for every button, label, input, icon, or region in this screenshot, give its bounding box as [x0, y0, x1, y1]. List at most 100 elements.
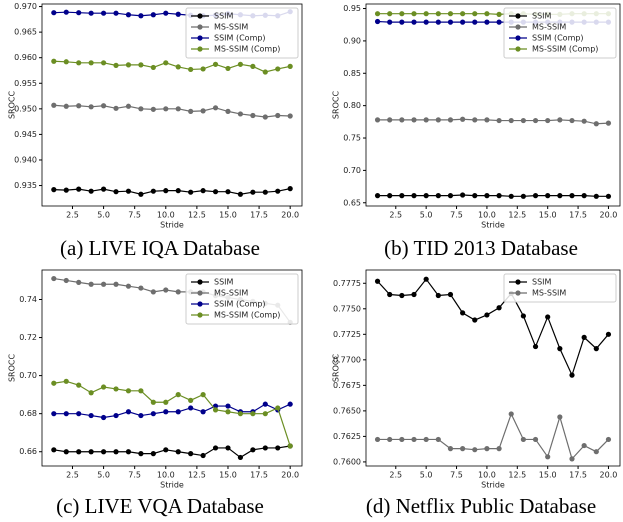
- point: [287, 63, 293, 69]
- point: [150, 289, 156, 295]
- point: [411, 291, 417, 298]
- point: [150, 188, 156, 194]
- x-tick-label: 5.0: [97, 471, 110, 480]
- point: [63, 449, 69, 455]
- point: [76, 279, 82, 285]
- point: [484, 312, 490, 318]
- y-tick-label: 0.7650: [333, 406, 361, 415]
- point: [387, 291, 393, 298]
- point: [532, 193, 539, 199]
- point: [532, 117, 539, 124]
- y-tick-label: 0.950: [14, 104, 37, 113]
- x-tick-label: 7.5: [128, 211, 141, 220]
- point: [472, 317, 478, 323]
- point: [76, 103, 82, 109]
- point: [138, 388, 144, 394]
- point: [113, 189, 119, 195]
- point: [113, 62, 119, 68]
- point: [150, 64, 156, 71]
- point: [460, 446, 466, 452]
- point: [399, 193, 405, 199]
- point: [275, 188, 281, 194]
- point: [76, 10, 82, 16]
- point: [113, 412, 119, 419]
- point: [423, 19, 429, 25]
- point: [200, 66, 206, 72]
- legend-marker: [197, 13, 203, 19]
- point: [163, 447, 169, 453]
- point: [387, 19, 393, 25]
- point: [138, 191, 144, 197]
- x-tick-label: 2.5: [66, 471, 79, 480]
- point: [411, 19, 417, 25]
- point: [508, 193, 514, 199]
- legend-box: [503, 273, 617, 303]
- x-tick-label: 20.0: [281, 471, 299, 480]
- legend-marker: [197, 290, 203, 296]
- plot-frame: [41, 3, 303, 207]
- point: [63, 9, 69, 15]
- point: [557, 117, 563, 123]
- point: [237, 111, 244, 117]
- point: [88, 412, 94, 419]
- point: [399, 436, 405, 443]
- point: [150, 106, 156, 112]
- legend-marker: [515, 290, 521, 296]
- point: [262, 411, 268, 417]
- point: [125, 103, 132, 109]
- point: [520, 436, 526, 443]
- point: [545, 314, 551, 320]
- point: [423, 11, 429, 17]
- point: [188, 189, 194, 195]
- y-tick-label: 0.7750: [333, 304, 361, 313]
- x-tick-label: 7.5: [450, 211, 463, 220]
- y-axis-label: SROCC: [332, 91, 341, 120]
- legend-label: SSIM: [532, 278, 552, 287]
- point: [447, 446, 454, 452]
- point: [435, 292, 441, 299]
- point: [138, 106, 144, 112]
- point: [51, 447, 57, 453]
- legend-marker: [197, 24, 203, 30]
- point: [557, 414, 563, 420]
- point: [262, 114, 268, 120]
- x-tick-label: 7.5: [128, 471, 141, 480]
- point: [460, 310, 466, 316]
- point: [374, 18, 381, 25]
- point: [100, 60, 107, 66]
- y-tick-label: 0.65: [343, 198, 361, 207]
- point: [569, 117, 575, 124]
- x-tick-label: 15.0: [219, 471, 237, 480]
- point: [581, 118, 587, 124]
- point: [520, 117, 526, 124]
- y-tick-label: 0.965: [14, 28, 37, 37]
- plot-frame: [41, 269, 303, 467]
- legend-box: [185, 273, 299, 325]
- point: [374, 278, 381, 284]
- y-tick-label: 0.70: [19, 371, 37, 380]
- point: [532, 436, 539, 443]
- point: [113, 386, 119, 392]
- x-axis-label: Stride: [160, 481, 184, 490]
- x-tick-label: 20.0: [600, 471, 618, 480]
- x-tick-label: 20.0: [281, 211, 299, 220]
- point: [435, 117, 441, 123]
- legend-marker: [197, 35, 203, 41]
- point: [237, 191, 244, 197]
- point: [212, 189, 219, 195]
- point: [138, 451, 144, 457]
- point: [411, 193, 417, 199]
- y-tick-label: 0.90: [343, 36, 361, 45]
- y-tick-label: 0.960: [14, 53, 37, 62]
- point: [411, 11, 417, 17]
- point: [200, 452, 206, 459]
- point: [76, 449, 82, 455]
- point: [138, 13, 144, 19]
- point: [125, 62, 132, 68]
- point: [163, 399, 169, 405]
- point: [374, 117, 381, 123]
- point: [51, 380, 57, 386]
- point: [569, 456, 575, 462]
- legend-label: MS-SSIM (Comp): [214, 45, 280, 54]
